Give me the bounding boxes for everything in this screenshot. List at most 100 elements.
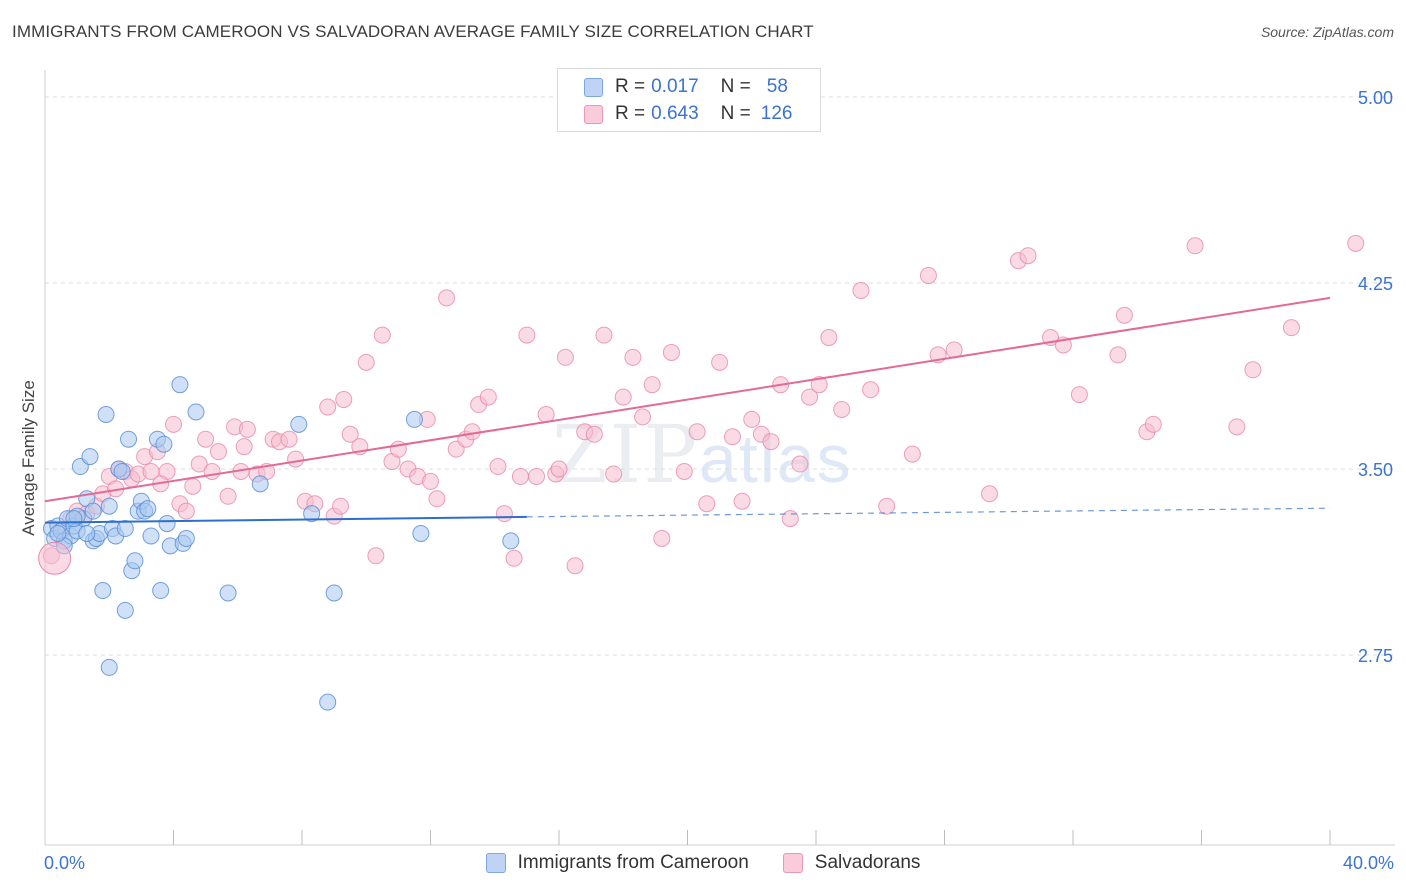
data-point-cameroon [113, 462, 131, 480]
legend-n-value: 126 [760, 103, 793, 124]
chart-title: IMMIGRANTS FROM CAMEROON VS SALVADORAN A… [12, 22, 814, 41]
data-point-salvadoran [235, 438, 253, 456]
data-point-cameroon [219, 584, 237, 602]
data-point-salvadoran [1070, 386, 1088, 404]
watermark-atlas: atlas [699, 421, 853, 497]
data-point-salvadoran [1347, 234, 1365, 252]
data-point-salvadoran [614, 388, 632, 406]
data-point-salvadoran [203, 462, 221, 480]
data-point-salvadoran [733, 492, 751, 510]
data-point-salvadoran [801, 388, 819, 406]
data-point-salvadoran [518, 326, 536, 344]
data-point-cameroon [97, 405, 115, 423]
data-point-salvadoran [428, 490, 446, 508]
trend-line-cameroon [44, 515, 527, 524]
data-point-cameroon [187, 403, 205, 421]
y-axis-label: Average Family Size [19, 380, 38, 536]
data-point-salvadoran [762, 433, 780, 451]
data-point-salvadoran [919, 267, 937, 285]
data-point-cameroon [49, 524, 67, 542]
data-point-salvadoran [781, 510, 799, 528]
data-point-salvadoran [238, 420, 256, 438]
data-point-salvadoran [1019, 247, 1037, 265]
y-tick-label: 4.25 [1358, 274, 1393, 294]
data-point-cameroon [78, 524, 96, 542]
data-point-salvadoran [505, 549, 523, 567]
data-point-cameroon [177, 529, 195, 547]
data-point-salvadoran [489, 458, 507, 476]
data-point-salvadoran [319, 398, 337, 416]
data-point-salvadoran [634, 408, 652, 426]
data-point-salvadoran [878, 497, 896, 515]
data-point-cameroon [155, 435, 173, 453]
data-point-salvadoran [711, 353, 729, 371]
data-point-cameroon [84, 502, 102, 520]
data-point-salvadoran [335, 391, 353, 409]
data-point-salvadoran [341, 425, 359, 443]
data-point-cameroon [116, 520, 134, 538]
bottom-legend: Immigrants from Cameroon Salvadorans [0, 852, 1406, 874]
data-point-cameroon [139, 500, 157, 518]
watermark-zip: ZIP [552, 408, 700, 501]
legend-row-salvadoran: R = 0.643 N = 126 [584, 101, 792, 127]
data-point-salvadoran [605, 465, 623, 483]
data-point-salvadoran [903, 445, 921, 463]
data-point-salvadoran [1228, 418, 1246, 436]
data-point-salvadoran [209, 443, 227, 461]
bottom-legend-swatch-pink [782, 853, 803, 873]
legend-swatch-pink [584, 104, 603, 124]
data-point-cameroon [290, 415, 308, 433]
source-label: Source: ZipAtlas.com [1260, 24, 1394, 40]
bottom-legend-cameroon: Immigrants from Cameroon [485, 852, 749, 874]
data-point-salvadoran [820, 329, 838, 347]
bottom-legend-salvadoran: Salvadorans [782, 852, 921, 874]
data-point-cameroon [502, 532, 520, 550]
data-point-salvadoran [653, 529, 671, 547]
bottom-legend-swatch-blue [485, 853, 506, 873]
data-point-salvadoran [862, 381, 880, 399]
data-point-salvadoran [595, 326, 613, 344]
data-point-cameroon [100, 497, 118, 515]
legend-n-label: N = [720, 103, 751, 124]
data-point-cameroon [325, 584, 343, 602]
data-point-cameroon [158, 515, 176, 533]
legend-r-value: 0.017 [651, 76, 699, 97]
legend-row-cameroon: R = 0.017 N = 58 [584, 74, 788, 100]
data-point-cameroon [319, 693, 337, 711]
data-point-salvadoran [165, 415, 182, 433]
data-point-salvadoran [698, 495, 716, 513]
data-point-salvadoran [624, 348, 642, 366]
data-point-cameroon [251, 475, 269, 493]
data-point-salvadoran [177, 502, 195, 520]
data-point-salvadoran [511, 467, 529, 485]
data-point-salvadoran [833, 400, 851, 418]
y-tick-label: 2.75 [1358, 646, 1393, 666]
data-point-cameroon [171, 376, 189, 394]
data-point-salvadoran [566, 557, 584, 575]
trend-line-cameroon-extrapolated [526, 507, 1331, 518]
data-point-salvadoran [662, 343, 680, 361]
data-point-salvadoran [852, 281, 870, 299]
data-point-salvadoran [1144, 415, 1162, 433]
data-point-salvadoran [585, 425, 603, 443]
data-point-salvadoran [332, 497, 350, 515]
data-point-cameroon [405, 410, 423, 428]
legend-r-label: R = [615, 76, 646, 97]
data-point-cameroon [412, 524, 430, 542]
bottom-legend-label-salvadoran: Salvadorans [814, 852, 921, 873]
data-point-salvadoran [980, 485, 998, 503]
data-point-salvadoran [1186, 237, 1204, 255]
data-point-salvadoran [357, 353, 375, 371]
trend-line-salvadoran [44, 296, 1331, 503]
legend: R = 0.017 N = 58 R = 0.643 N = 126 [557, 68, 821, 132]
data-point-cameroon [126, 552, 144, 570]
data-point-salvadoran [1115, 306, 1133, 324]
data-point-salvadoran-large [38, 541, 72, 575]
data-point-salvadoran [495, 505, 513, 523]
data-point-salvadoran [287, 450, 305, 468]
data-point-salvadoran [438, 289, 456, 307]
y-tick-label: 3.50 [1358, 460, 1393, 480]
data-point-salvadoran [373, 326, 391, 344]
data-point-cameroon [116, 601, 134, 619]
